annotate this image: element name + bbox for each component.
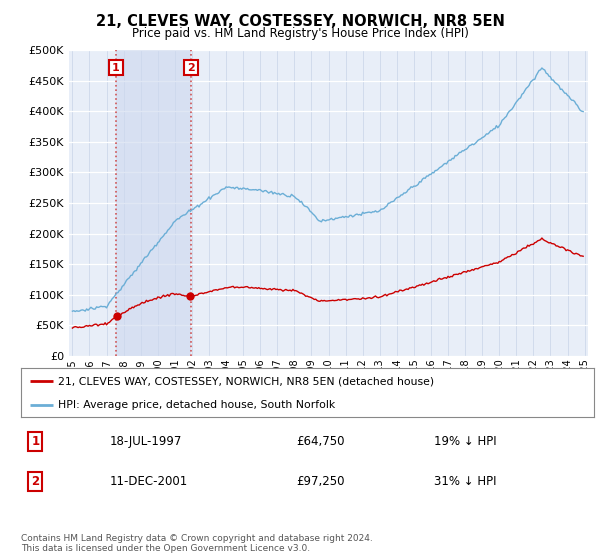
- Text: 1: 1: [112, 63, 120, 73]
- Text: 11-DEC-2001: 11-DEC-2001: [110, 475, 188, 488]
- Text: 19% ↓ HPI: 19% ↓ HPI: [434, 435, 496, 448]
- Text: HPI: Average price, detached house, South Norfolk: HPI: Average price, detached house, Sout…: [58, 400, 335, 410]
- Text: 21, CLEVES WAY, COSTESSEY, NORWICH, NR8 5EN (detached house): 21, CLEVES WAY, COSTESSEY, NORWICH, NR8 …: [58, 376, 434, 386]
- Bar: [116, 50, 191, 356]
- Text: 18-JUL-1997: 18-JUL-1997: [110, 435, 182, 448]
- Text: 1: 1: [31, 435, 40, 448]
- Text: £97,250: £97,250: [296, 475, 344, 488]
- Text: Price paid vs. HM Land Registry's House Price Index (HPI): Price paid vs. HM Land Registry's House …: [131, 27, 469, 40]
- Text: 21, CLEVES WAY, COSTESSEY, NORWICH, NR8 5EN: 21, CLEVES WAY, COSTESSEY, NORWICH, NR8 …: [95, 14, 505, 29]
- Text: Contains HM Land Registry data © Crown copyright and database right 2024.
This d: Contains HM Land Registry data © Crown c…: [21, 534, 373, 553]
- Text: 2: 2: [31, 475, 40, 488]
- Text: £64,750: £64,750: [296, 435, 344, 448]
- Text: 2: 2: [187, 63, 195, 73]
- Text: 31% ↓ HPI: 31% ↓ HPI: [434, 475, 496, 488]
